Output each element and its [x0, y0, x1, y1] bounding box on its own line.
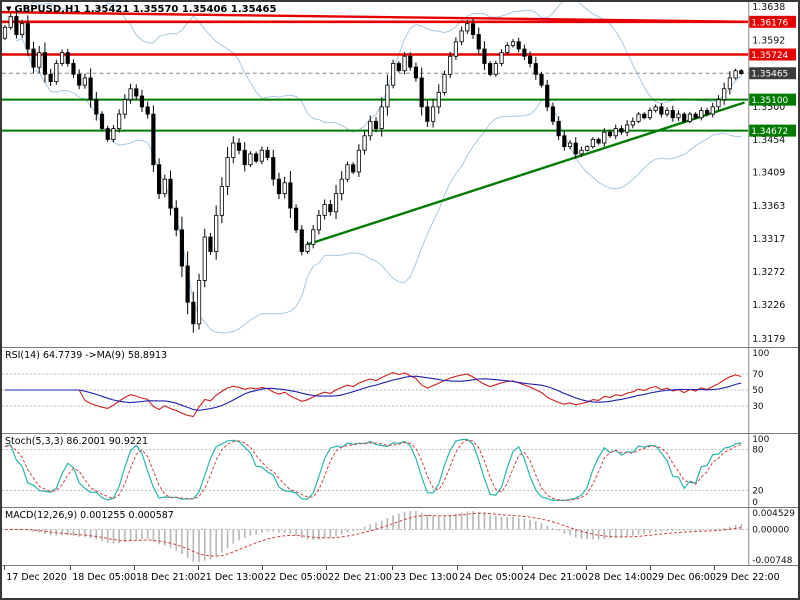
time-tick: [650, 566, 651, 570]
macd-label: MACD(12,26,9) 0.001255 0.000587: [5, 510, 174, 521]
svg-text:1.3638: 1.3638: [752, 2, 785, 13]
svg-text:1.35465: 1.35465: [751, 70, 788, 80]
svg-text:20: 20: [752, 486, 764, 496]
svg-text:1.3226: 1.3226: [752, 300, 785, 311]
svg-text:1.3363: 1.3363: [752, 201, 785, 212]
time-label: 24 Dec 21:00: [523, 572, 588, 583]
svg-text:1.35724: 1.35724: [751, 51, 788, 61]
time-tick: [70, 566, 72, 570]
price-chart[interactable]: 1.3638 1.3592 1.3500 1.3454 1.3409 1.3363 1.33…: [2, 2, 798, 347]
time-tick: [521, 566, 523, 570]
svg-text:100: 100: [752, 349, 769, 359]
macd-chart[interactable]: 0.004529 0.00000 -0.00748: [2, 508, 798, 565]
svg-text:1.34672: 1.34672: [751, 127, 788, 137]
svg-text:1.3317: 1.3317: [752, 234, 785, 245]
macd-histogram: [9, 510, 743, 562]
price-badge: [749, 15, 797, 28]
macd-panel: 0.004529 0.00000 -0.00748 MACD(12,26,9) 0.…: [2, 507, 798, 565]
svg-text:1.3179: 1.3179: [752, 334, 785, 345]
time-label: 29 Dec 22:00: [715, 572, 780, 583]
time-label: 28 Dec 14:00: [588, 572, 653, 583]
time-label: 18 Dec 05:00: [72, 572, 137, 583]
svg-text:70: 70: [752, 370, 764, 380]
time-label: 24 Dec 05:00: [459, 572, 524, 583]
price-badge: [749, 67, 797, 80]
svg-text:0.00000: 0.00000: [752, 526, 789, 536]
svg-text:50: 50: [752, 386, 764, 396]
svg-text:1.36176: 1.36176: [751, 18, 788, 28]
rsi-label: RSI(14) 64.7739 ->MA(9) 58.8913: [5, 350, 168, 361]
stochastic-panel: 100 80 20 0 Stoch(5,3,3) 86.2001 90.9221: [2, 433, 798, 507]
rsi-panel: 100 70 50 30 RSI(14) 64.7739 ->MA(9) 58.891…: [2, 347, 798, 433]
svg-text:30: 30: [752, 402, 764, 412]
time-tick: [197, 566, 199, 570]
price-badge: [749, 93, 797, 106]
symbol-dropdown-icon: ▼: [6, 5, 12, 13]
svg-text:1.3592: 1.3592: [752, 35, 785, 46]
svg-text:-0.00748: -0.00748: [752, 556, 793, 565]
time-tick: [392, 566, 393, 570]
price-badge: [749, 48, 797, 61]
time-label: 29 Dec 06:00: [652, 572, 716, 583]
time-tick: [262, 566, 264, 570]
time-label: 23 Dec 13:00: [394, 572, 458, 583]
svg-text:100: 100: [752, 435, 769, 445]
svg-text:1.3409: 1.3409: [752, 168, 785, 179]
svg-text:1.35100: 1.35100: [751, 96, 788, 106]
svg-text:0: 0: [752, 498, 758, 507]
svg-text:80: 80: [752, 446, 764, 456]
svg-text:1.3272: 1.3272: [752, 267, 785, 278]
svg-text:0.004529: 0.004529: [752, 509, 795, 519]
time-label: 21 Dec 13:00: [199, 572, 264, 583]
time-label: 22 Dec 05:00: [264, 572, 329, 583]
time-label: 17 Dec 2020: [6, 572, 67, 583]
time-label: 22 Dec 21:00: [328, 572, 392, 583]
time-tick: [134, 566, 135, 570]
symbol-ohlc-label: ▼ GBPUSD,H1 1.35421 1.35570 1.35406 1.354…: [6, 4, 276, 15]
trend-lines: [2, 10, 749, 246]
svg-text:1.3500: 1.3500: [752, 102, 785, 113]
time-tick: [586, 566, 588, 570]
time-tick: [4, 566, 6, 570]
candles: [2, 11, 744, 333]
time-tick: [457, 566, 459, 570]
price-badge: [749, 124, 797, 137]
time-tick: [326, 566, 327, 570]
time-axis[interactable]: 17 Dec 2020 18 Dec 05:00 18 Dec 21:00 21 De…: [2, 565, 798, 598]
time-label: 18 Dec 21:00: [136, 572, 200, 583]
svg-text:1.3454: 1.3454: [752, 135, 785, 146]
stochastic-label: Stoch(5,3,3) 86.2001 90.9221: [5, 436, 149, 447]
time-tick: [713, 566, 715, 570]
symbol-quote-text: GBPUSD,H1 1.35421 1.35570 1.35406 1.3546…: [14, 4, 277, 15]
rsi-chart[interactable]: 100 70 50 30: [2, 348, 798, 433]
bollinger-bands: [16, 2, 742, 334]
price-panel: 1.3638 1.3592 1.3500 1.3454 1.3409 1.3363 1.33…: [2, 2, 798, 347]
